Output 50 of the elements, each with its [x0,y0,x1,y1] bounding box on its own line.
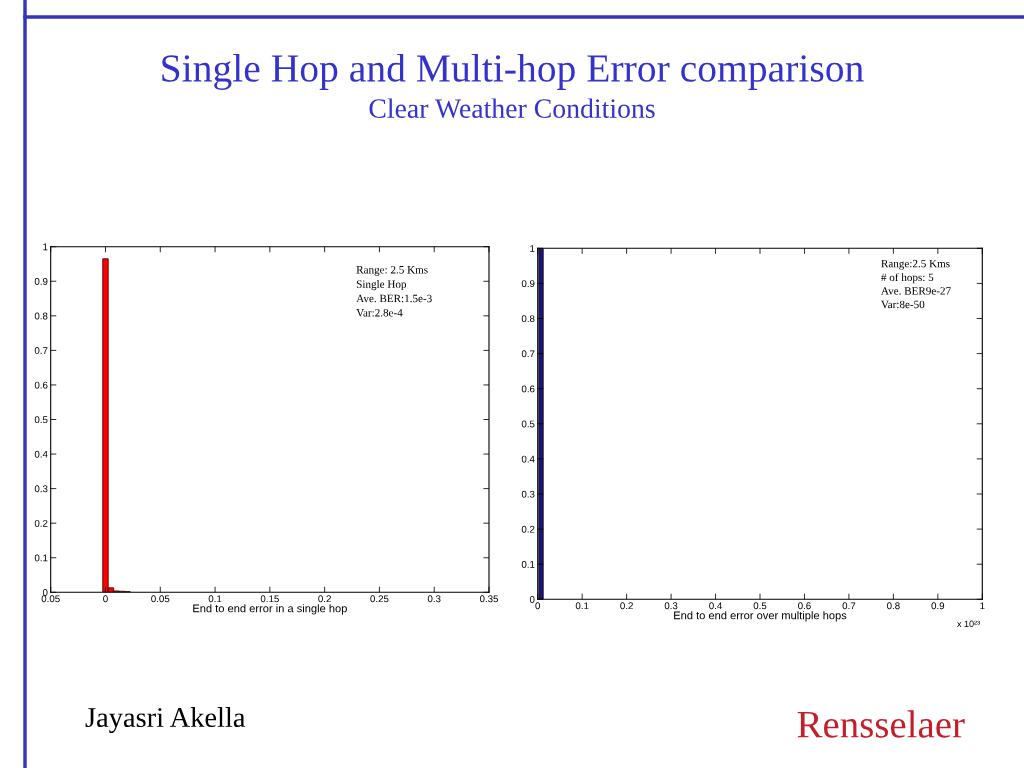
x-tick-label: 0.3 [427,595,441,603]
y-tick-label: 0.9 [34,277,48,285]
y-tick-label: 0 [42,589,48,596]
text: x 10²³ [957,620,980,627]
text: Single Hop and Multi-hop Error comparison [162,54,864,90]
x-tick-label: 0.4 [709,602,723,610]
x-axis-title: End to end error over multiple hops [674,611,847,622]
y-tick-label: 0.4 [521,455,535,463]
y-tick-label: 0.8 [521,315,535,323]
annotation: Range: 2.5 Kms Single Hop Ave. BER:1.5e-3 Var:2.8e-4 [356,266,432,317]
y-tick-label: 0.9 [521,280,535,288]
y-tick-label: 0.8 [34,312,48,320]
x-tick-label: 0 [535,602,541,610]
text: Jayasri Akella [85,707,246,733]
y-tick-label: 0.5 [521,420,535,428]
x-tick-label: 0.8 [887,602,900,610]
x-tick-label: 0.7 [842,602,856,610]
x-tick-label: 0.6 [798,602,811,610]
x-tick-label: 1 [980,602,985,610]
y-tick-label: 0.1 [34,554,48,562]
x-tick-label: 0.05 [41,595,60,603]
x-tick-label: 0.1 [575,602,589,610]
y-tick-label: 0.7 [521,350,535,358]
y-tick-label: 0.4 [34,450,48,458]
text: Clear Weather Conditions [369,98,655,119]
text: Rensselaer [797,710,965,738]
x-tick-label: 0.3 [664,602,678,610]
x-tick-label: 0.5 [753,602,767,610]
y-tick-label: 0.1 [521,560,535,568]
x-axis-title: End to end error in a single hop [193,604,347,615]
y-tick-label: 0.6 [34,381,48,389]
y-tick-label: 0.5 [34,416,48,424]
x-tick-label: 0.2 [318,595,331,603]
x-tick-label: 0.25 [370,595,389,603]
y-tick-label: 0.2 [34,519,48,527]
x-tick-label: 0 [103,595,108,603]
y-tick-label: 0.6 [521,385,535,393]
y-tick-label: 0.3 [34,485,48,493]
x-tick-label: 0.05 [151,595,170,603]
x-tick-label: 0.15 [260,595,279,603]
x-tick-label: 0.2 [620,602,633,610]
x-tick-label: 0.1 [208,595,222,603]
y-tick-label: 0.3 [521,490,535,498]
y-tick-label: 1 [530,245,535,252]
x-tick-label: 0.35 [479,595,499,603]
y-tick-label: 0.7 [34,347,48,354]
annotation: Range:2.5 Kms # of hops: 5 Ave. BER9e-27 Var:8e-50 [881,259,951,309]
y-tick-label: 1 [43,243,48,251]
x-tick-label: 0.9 [931,602,945,610]
y-tick-label: 0.2 [521,525,535,533]
